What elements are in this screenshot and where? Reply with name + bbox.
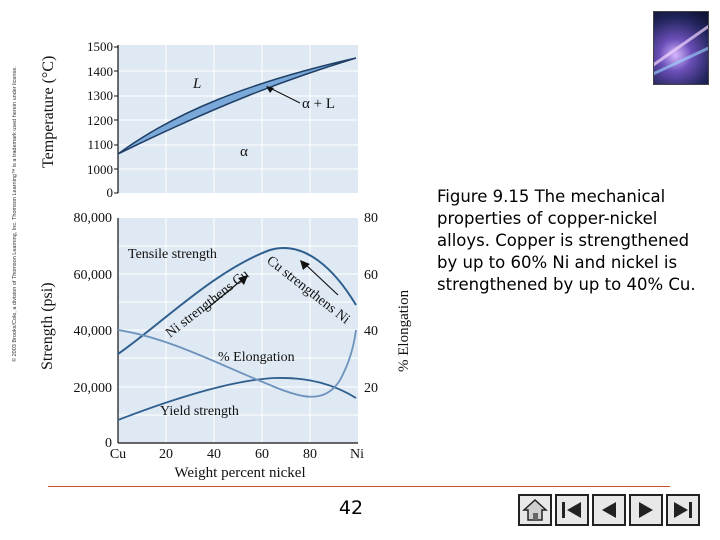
home-icon	[522, 498, 548, 521]
tensile-strength-label: Tensile strength	[128, 247, 217, 262]
elongation-curve	[117, 329, 357, 398]
x-tick-cu: Cu	[110, 447, 126, 462]
mechanical-chart: 80,000 60,000 40,000 20,000 0 80 60 40 2…	[39, 211, 412, 481]
x-tick-60: 60	[255, 447, 269, 462]
figure: 1500 1400 1300 1200 1100 1000 0 Temperat…	[39, 39, 412, 481]
x-tick-20: 20	[159, 447, 173, 462]
temperature-axis-label: Temperature (°C)	[40, 56, 57, 168]
temp-tick-1500: 1500	[87, 39, 113, 54]
home-button[interactable]	[518, 494, 552, 526]
strength-tick-40000: 40,000	[74, 324, 113, 339]
liquid-label: L	[192, 76, 201, 92]
yield-strength-label: Yield strength	[160, 404, 239, 419]
next-slide-button[interactable]	[629, 494, 663, 526]
x-tick-40: 40	[207, 447, 221, 462]
elongation-tick-20: 20	[364, 381, 378, 396]
x-axis-label: Weight percent nickel	[174, 465, 305, 481]
mechanical-grid	[118, 218, 358, 443]
temp-tick-1300: 1300	[87, 88, 113, 103]
strength-tick-80000: 80,000	[74, 211, 113, 226]
strength-tick-60000: 60,000	[74, 268, 113, 283]
next-icon	[639, 502, 653, 518]
strength-tick-0: 0	[105, 436, 112, 451]
first-slide-button[interactable]	[555, 494, 589, 526]
elongation-label: % Elongation	[218, 350, 295, 365]
figure-caption: Figure 9.15 The mechanical properties of…	[437, 187, 696, 294]
prev-icon	[602, 502, 616, 518]
elongation-tick-80: 80	[364, 211, 378, 226]
x-tick-80: 80	[303, 447, 317, 462]
footer-divider	[48, 486, 670, 487]
previous-slide-button[interactable]	[592, 494, 626, 526]
last-icon	[674, 502, 692, 518]
last-slide-button[interactable]	[666, 494, 700, 526]
book-cover-thumbnail	[654, 12, 708, 84]
elongation-axis-label: % Elongation	[396, 289, 412, 372]
temp-tick-1200: 1200	[87, 113, 113, 128]
strength-tick-20000: 20,000	[74, 381, 113, 396]
ni-strengthens-cu-arrow	[204, 275, 248, 311]
x-tick-ni: Ni	[350, 447, 364, 462]
alpha-label: α	[240, 144, 248, 160]
temp-tick-0: 0	[107, 185, 114, 200]
temp-tick-1400: 1400	[87, 64, 113, 79]
temp-tick-1000: 1000	[87, 162, 113, 177]
first-icon	[562, 502, 581, 518]
elongation-tick-40: 40	[364, 324, 378, 339]
strength-axis-label: Strength (psi)	[39, 282, 56, 370]
two-phase-region	[117, 57, 357, 155]
two-phase-label: α + L	[302, 96, 335, 112]
page-number: 42	[338, 497, 364, 519]
phase-diagram: 1500 1400 1300 1200 1100 1000 0 Temperat…	[40, 39, 358, 200]
temp-tick-1100: 1100	[87, 137, 113, 152]
cu-strengthens-ni-arrow	[300, 260, 339, 296]
elongation-tick-60: 60	[364, 268, 378, 283]
tensile-strength-curve	[117, 247, 357, 355]
yield-strength-curve	[117, 377, 357, 421]
